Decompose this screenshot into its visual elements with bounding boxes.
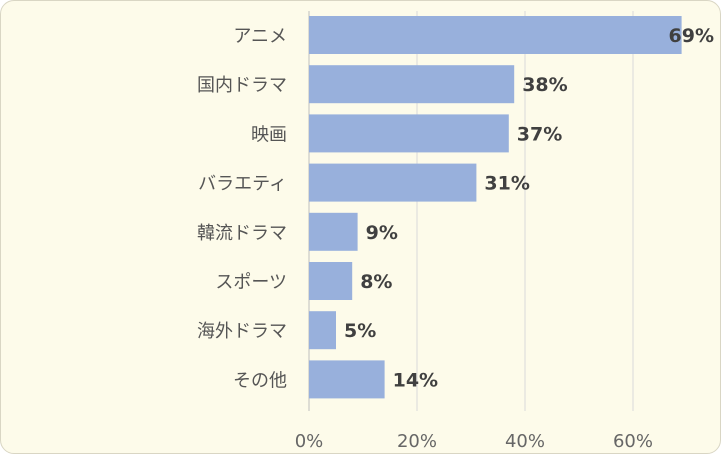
category-label: 韓流ドラマ	[197, 223, 287, 244]
category-label: バラエティ	[198, 174, 287, 195]
data-label: 5%	[344, 320, 376, 342]
data-label: 8%	[360, 271, 392, 293]
x-tick-label: 20%	[397, 431, 437, 452]
bar	[309, 212, 358, 251]
category-label: その他	[233, 370, 287, 391]
data-label: 14%	[393, 369, 438, 391]
bar	[309, 65, 515, 104]
category-label: 海外ドラマ	[197, 321, 287, 342]
bar	[309, 16, 682, 54]
labels: 0% 20% 40% 60% アニメ 69% 国内ドラマ 38% 映画 37% バラエティ 31% 韓流…	[197, 25, 714, 452]
category-label: 映画	[251, 124, 287, 145]
bar	[309, 163, 477, 202]
category-label: アニメ	[233, 26, 287, 47]
x-tick-label: 0%	[295, 431, 324, 452]
bar	[309, 360, 385, 399]
bar	[309, 262, 353, 300]
category-label: スポーツ	[215, 272, 287, 293]
x-tick-label: 60%	[613, 431, 653, 452]
data-label: 31%	[484, 173, 529, 195]
category-label: 国内ドラマ	[197, 75, 287, 96]
x-tick-label: 40%	[505, 431, 545, 452]
bar	[309, 311, 336, 350]
data-label: 37%	[517, 123, 562, 145]
data-label: 69%	[669, 25, 714, 47]
bar	[309, 114, 509, 153]
data-label: 38%	[522, 74, 567, 96]
bars	[309, 16, 682, 399]
data-label: 9%	[366, 222, 398, 244]
